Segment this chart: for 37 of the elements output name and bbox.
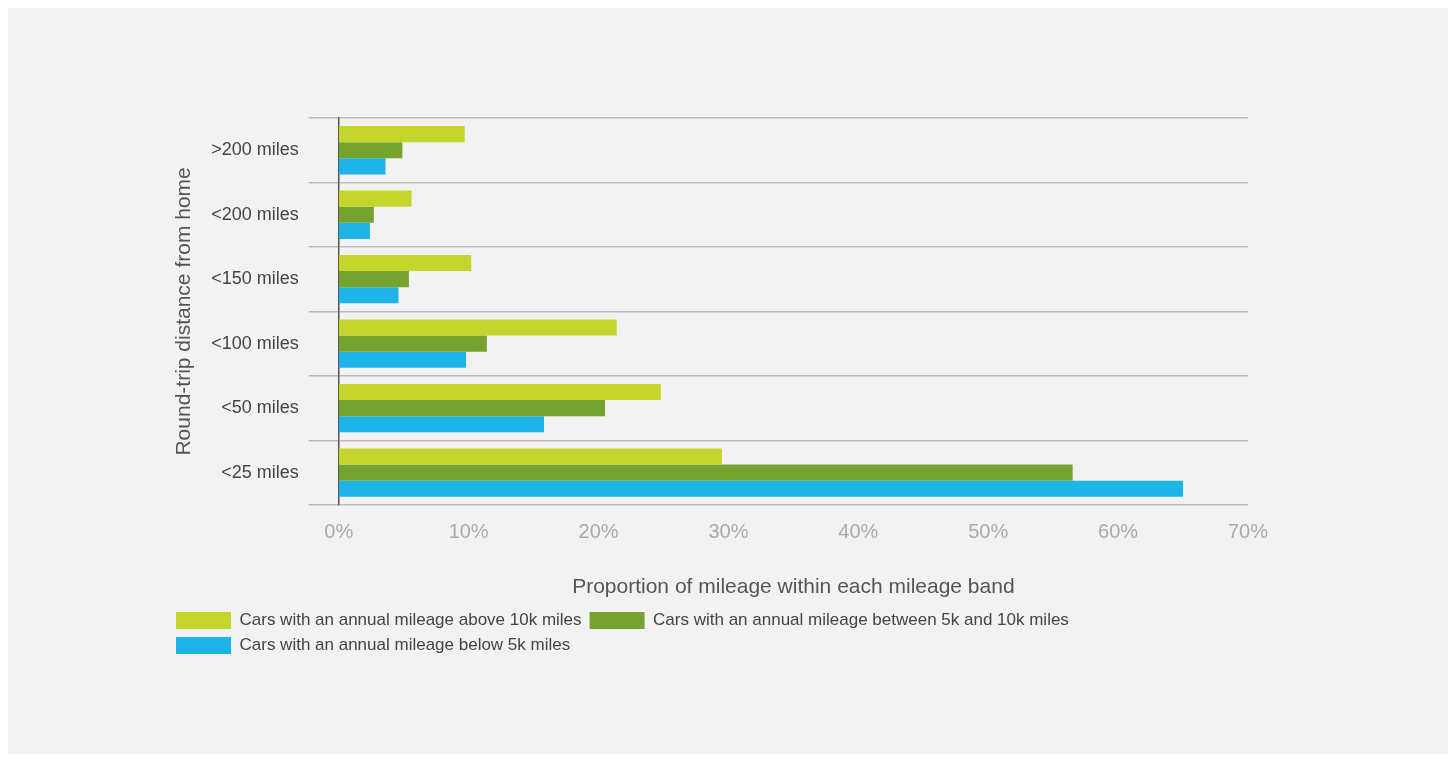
bar [338,351,467,368]
x-tick-label: 10% [448,520,489,543]
bar [338,400,606,417]
bar [338,480,1184,497]
x-tick-label: 70% [1227,520,1269,543]
y-tick-label: <100 miles [211,332,299,353]
bar [338,448,722,465]
y-tick-label: <200 miles [211,203,299,224]
y-tick-label: <50 miles [221,397,299,418]
y-tick-label: <150 miles [211,268,299,289]
x-tick-label: 0% [324,520,354,543]
x-tick-label: 30% [708,520,749,543]
x-tick-label: 50% [968,520,1009,543]
bar [338,383,661,401]
x-tick-label: 20% [578,520,619,543]
bar [338,319,617,336]
bar [338,142,403,159]
legend-label: Cars with an annual mileage below 5k miles [239,635,571,655]
bar [338,126,465,143]
x-tick-label: 60% [1098,520,1139,543]
y-tick-label: >200 miles [211,139,299,160]
y-axis-title: Round-trip distance from home [171,167,195,456]
bar [338,222,370,239]
bar [338,335,487,352]
legend-label: Cars with an annual mileage above 10k miles [239,610,582,630]
bar [338,464,1073,481]
bar [338,416,544,433]
x-axis-title: Proportion of mileage within each mileage band [572,574,1015,598]
bar [338,190,412,207]
bar [338,287,399,304]
bar [338,206,374,223]
bar [338,271,409,288]
y-tick-label: <25 miles [221,461,299,482]
legend-label: Cars with an annual mileage between 5k and 10k miles [653,610,1069,630]
x-tick-label: 40% [838,520,879,543]
bar [338,158,386,175]
bar [338,254,472,272]
